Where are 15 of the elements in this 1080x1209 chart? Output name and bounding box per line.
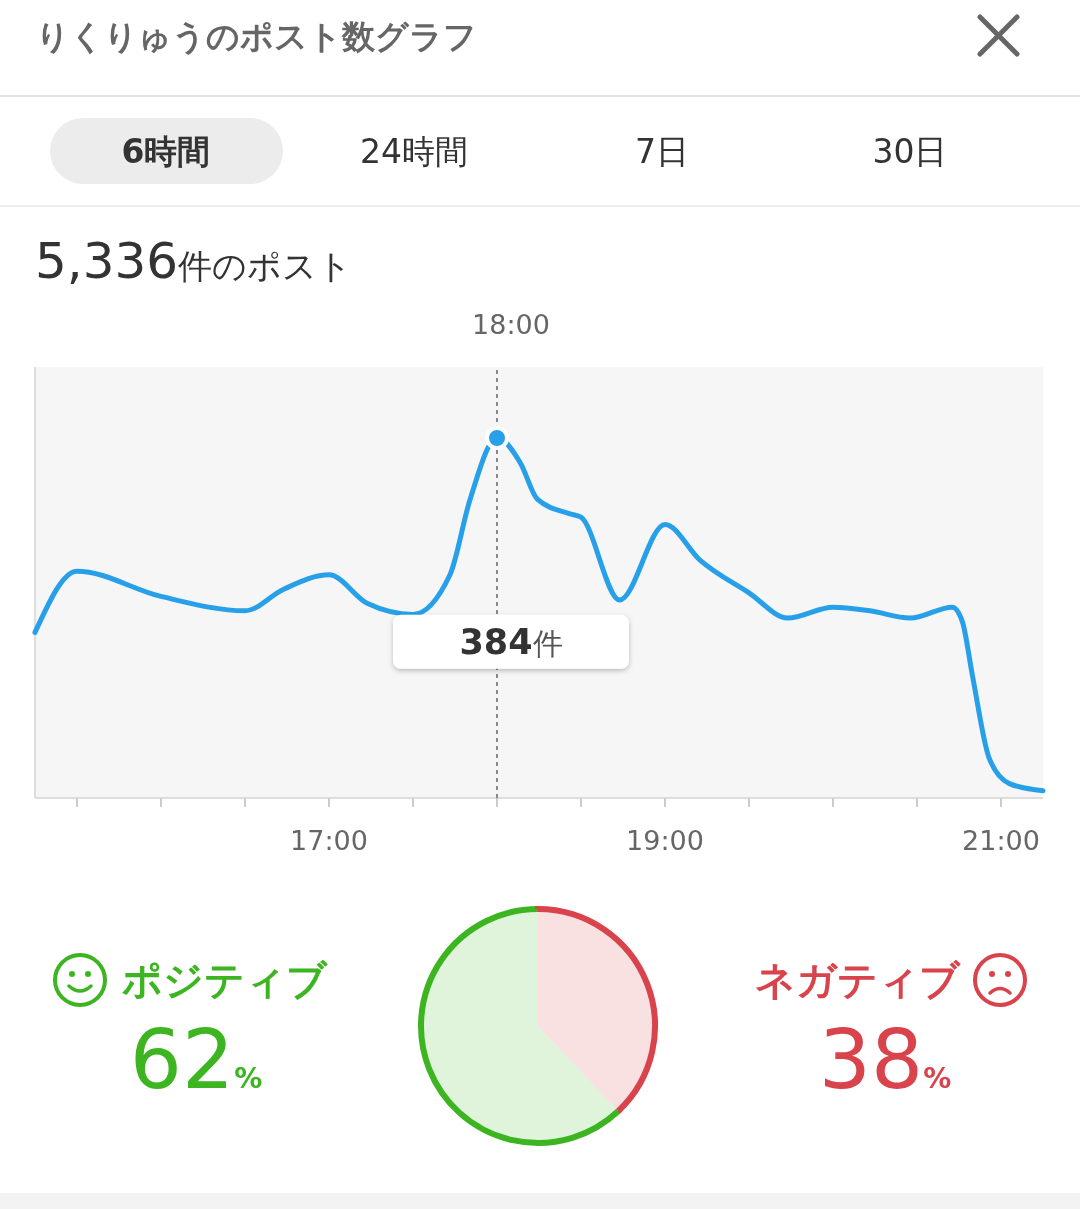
data-label: 38% [818,1012,952,1107]
chart-subtitle: 5,336件のポスト [35,232,353,290]
data-label: 62% [129,1012,263,1107]
text: 30日 [872,132,948,171]
x-tick-label: 19:00 [626,825,704,856]
x-tick-label: 21:00 [962,825,1040,856]
text: 7日 [635,132,689,171]
x-tick-label: 17:00 [290,825,368,856]
text: 6時間 [121,132,211,171]
legend-label: ポジティブ [122,957,328,1003]
ref-line-label: 18:00 [472,309,550,340]
slice-label: ネガティブ [755,957,961,1003]
chart-title: りくりゅうのポスト数グラフ [36,17,477,56]
text: 24時間 [360,132,468,171]
annotation: 384件 [459,621,563,662]
